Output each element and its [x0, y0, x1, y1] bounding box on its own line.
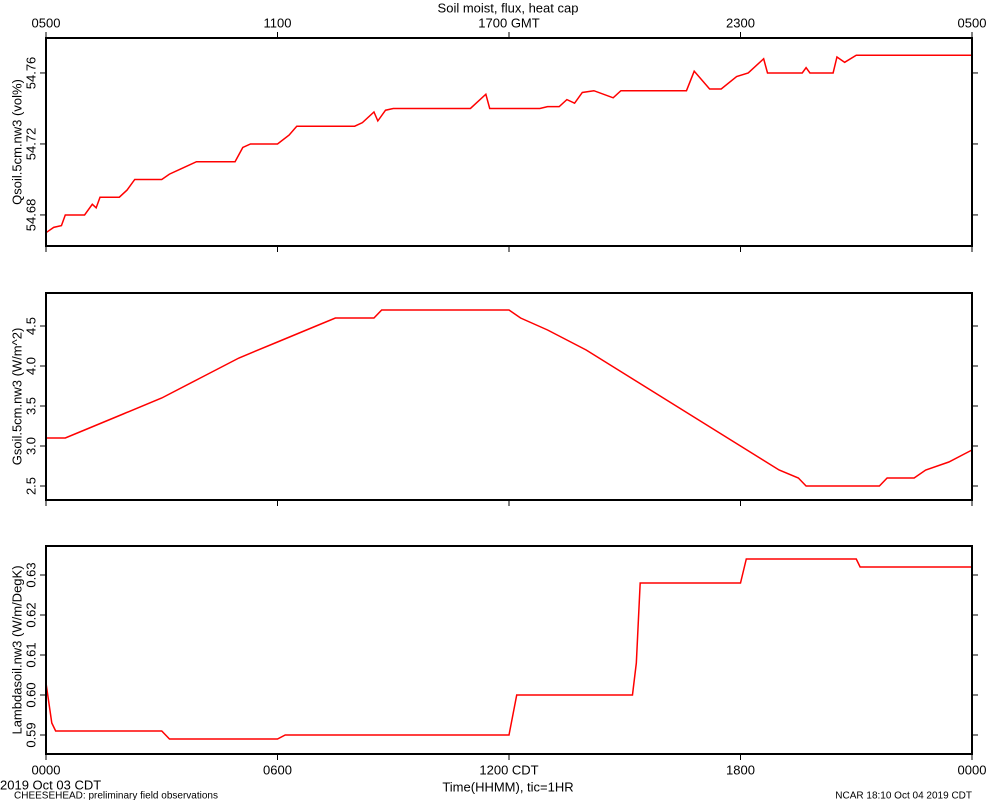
- data-line: [45, 54, 972, 234]
- panel-frame: [45, 545, 973, 755]
- y-tick-label: 0.62: [23, 602, 38, 627]
- x2-tick-label: 0500: [32, 15, 61, 30]
- y-tick-label: 54.72: [23, 128, 38, 161]
- y-tick-label: 2.5: [23, 477, 38, 495]
- x-tick-label: 1800: [726, 762, 755, 777]
- panel-frame: [45, 37, 973, 247]
- x-axis-label: Time(HHMM), tic=1HR: [442, 779, 573, 794]
- x-tick-label: 1200 CDT: [479, 762, 538, 777]
- x-tick-label: 0000: [32, 762, 61, 777]
- y-tick-label: 3.0: [23, 437, 38, 455]
- x-tick-label: 0000: [958, 762, 987, 777]
- x2-tick-label: 0500: [958, 15, 987, 30]
- y-tick-label: 54.76: [23, 57, 38, 90]
- y-tick-label: 4.5: [23, 317, 38, 335]
- y-tick-label: 0.63: [23, 562, 38, 587]
- data-line: [46, 309, 973, 487]
- x2-tick-label: 2300: [726, 15, 755, 30]
- stamp-label: NCAR 18:10 Oct 04 2019 CDT: [835, 791, 972, 800]
- date-label: 2019 Oct 03 CDT: [0, 777, 101, 792]
- project-label: CHEESEHEAD: preliminary field observatio…: [14, 791, 218, 800]
- y-tick-label: 4.0: [23, 357, 38, 375]
- y-axis-label: Qsoil.5cm.nw3 (vol%): [9, 79, 24, 205]
- x2-tick-label: 1700 GMT: [478, 15, 539, 30]
- x-tick-label: 0600: [263, 762, 292, 777]
- x2-tick-label: 1100: [264, 15, 292, 30]
- data-line: [45, 558, 972, 740]
- y-tick-label: 3.5: [23, 397, 38, 415]
- y-tick-label: 0.60: [23, 682, 38, 707]
- y-tick-label: 54.68: [23, 199, 38, 232]
- panel-frame: [45, 292, 973, 501]
- chart-title: Soil moist, flux, heat cap: [438, 0, 579, 15]
- y-tick-label: 0.61: [23, 642, 38, 667]
- y-tick-label: 0.59: [23, 722, 38, 747]
- y-axis-label: Gsoil.5cm.nw3 (W/m^2): [9, 328, 24, 466]
- y-axis-label: Lambdasoil.nw3 (W/m/DegK): [9, 565, 24, 734]
